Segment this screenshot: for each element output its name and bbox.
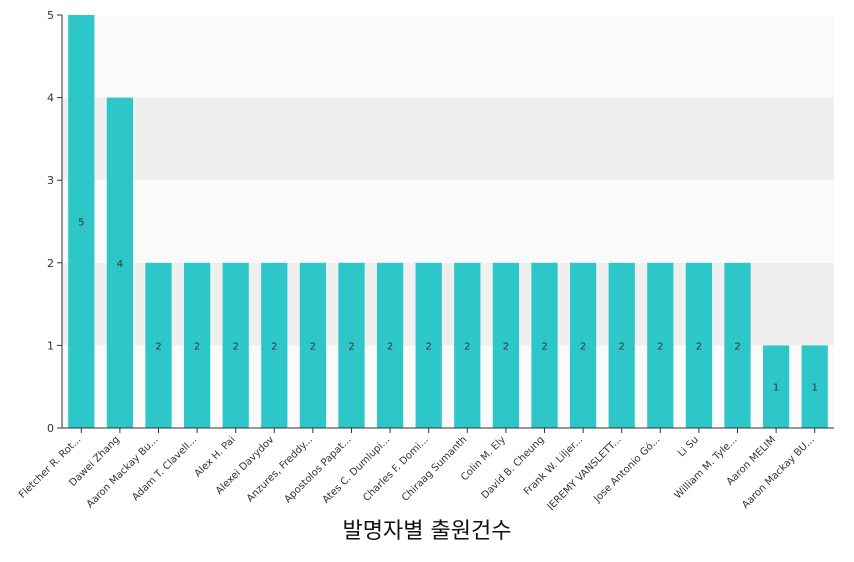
bar[interactable]	[608, 262, 635, 428]
bar-value-label: 2	[271, 341, 277, 352]
bar-value-label: 2	[503, 341, 509, 352]
x-tick-label: Fletcher R. Rot...	[17, 434, 83, 500]
y-tick-label: 2	[47, 257, 54, 270]
bar[interactable]	[222, 262, 249, 428]
grid-band	[62, 345, 834, 428]
x-tick-label: Apostolos Papat...	[283, 434, 354, 505]
x-tick-label: Adam T. Clavell...	[130, 434, 199, 503]
x-tick-label: JEREMY VANSLETT...	[545, 434, 624, 510]
x-tick-label: Jose Antonio Gó...	[591, 434, 663, 506]
bar-value-label: 2	[619, 341, 625, 352]
bar-value-label: 2	[464, 341, 470, 352]
bar-value-label: 2	[426, 341, 432, 352]
bar[interactable]	[801, 345, 828, 428]
bar-value-label: 1	[773, 383, 779, 394]
bar[interactable]	[145, 262, 172, 428]
grid-bands	[62, 15, 834, 428]
bar[interactable]	[338, 262, 365, 428]
x-tick-label: Charles F. Domi...	[361, 434, 430, 503]
bar[interactable]	[724, 262, 751, 428]
bar-value-label: 2	[194, 341, 200, 352]
bar[interactable]	[261, 262, 288, 428]
x-tick-label: Anzures, Freddy...	[245, 434, 315, 504]
bar[interactable]	[68, 15, 95, 428]
bar-value-label: 2	[348, 341, 354, 352]
bar-value-label: 2	[310, 341, 316, 352]
bar[interactable]	[183, 262, 211, 428]
bar-chart: 5 4 2 2 2 2 2 2 2 2 2 2 2 2 2 2 2 2 1 1 0 1 2 3 4 5 Fletcher R. …	[17, 9, 834, 510]
chart-title: 발명자별 출원건수	[342, 519, 512, 544]
y-tick-label: 5	[47, 9, 54, 22]
y-tick-label: 3	[47, 174, 54, 187]
grid-band	[62, 180, 834, 263]
bar[interactable]	[454, 262, 481, 428]
bar[interactable]	[531, 262, 558, 428]
x-tick-label: Aaron Mackay Bu...	[85, 434, 161, 510]
bar[interactable]	[299, 262, 327, 428]
y-tick-label: 1	[47, 339, 54, 352]
x-tick-label: Chiraag Sumanth	[400, 434, 469, 503]
bar-value-label: 2	[541, 341, 547, 352]
bar-value-label: 5	[78, 218, 84, 229]
bar[interactable]	[569, 262, 597, 428]
grid-band	[62, 262, 834, 346]
y-tick-label: 4	[47, 92, 54, 105]
bar-labels-group: 5 4 2 2 2 2 2 2 2 2 2 2 2 2 2 2 2 2 1 1	[78, 218, 818, 394]
bar[interactable]	[415, 262, 442, 428]
bar[interactable]	[685, 262, 713, 428]
bar-value-label: 2	[657, 341, 663, 352]
bars-group	[68, 15, 828, 428]
bar-value-label: 4	[117, 259, 123, 270]
bar-value-label: 2	[696, 341, 702, 352]
bar[interactable]	[492, 262, 520, 428]
bar-value-label: 2	[155, 341, 161, 352]
grid-band	[62, 15, 834, 98]
bar[interactable]	[647, 262, 674, 428]
bar[interactable]	[376, 262, 404, 428]
y-axis: 0 1 2 3 4 5	[47, 9, 63, 435]
grid-band	[62, 97, 834, 181]
x-tick-label: Li Su	[676, 434, 701, 459]
bar[interactable]	[762, 345, 790, 428]
bar-value-label: 2	[734, 341, 740, 352]
bar[interactable]	[106, 97, 134, 428]
x-tick-label: Ates C. Dumlupi...	[321, 434, 392, 505]
y-tick-label: 0	[47, 422, 54, 435]
bar-value-label: 2	[580, 341, 586, 352]
bar-value-label: 1	[812, 383, 818, 394]
bar-value-label: 2	[233, 341, 239, 352]
bar-value-label: 2	[387, 341, 393, 352]
x-tick-label: Aaron Mackay BU...	[740, 434, 817, 510]
